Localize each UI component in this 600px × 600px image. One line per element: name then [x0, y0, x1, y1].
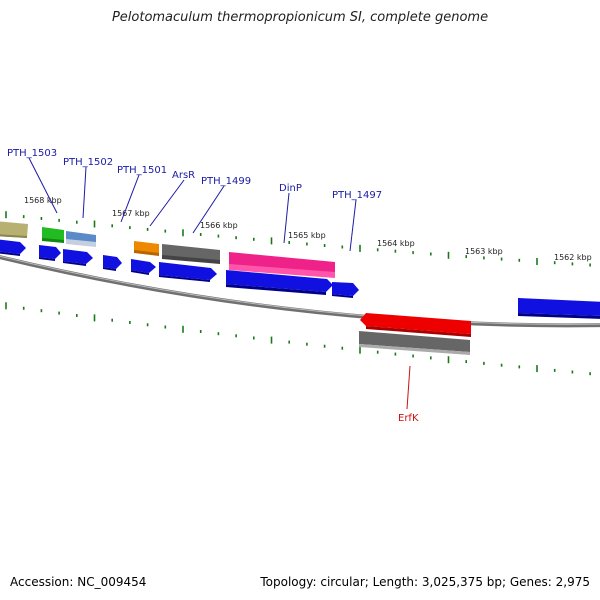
genome-backbone-highlight	[0, 255, 600, 325]
cds-arrow-4[interactable]	[103, 255, 122, 271]
cds-arrow-1[interactable]	[0, 239, 26, 256]
feature-olive[interactable]	[0, 221, 28, 238]
feature-gray[interactable]	[162, 244, 220, 264]
feature-orange[interactable]	[134, 241, 159, 256]
leader-pth1503	[28, 157, 58, 214]
cds-arrow-6[interactable]	[159, 262, 217, 282]
leader-arsr	[149, 179, 185, 227]
cds-arrow-8[interactable]	[332, 282, 359, 298]
feature-green[interactable]	[42, 227, 64, 243]
cds-arrow-5[interactable]	[131, 259, 156, 275]
scale-label-1564: 1564 kbp	[377, 239, 415, 248]
gene-label-arsr[interactable]: ArsR	[172, 170, 195, 181]
feature-red-erfk[interactable]	[360, 313, 471, 337]
gene-label-dinp[interactable]: DinP	[279, 183, 302, 194]
leader-pth1499	[192, 185, 225, 234]
feature-pink[interactable]	[229, 252, 335, 278]
scale-label-1562: 1562 kbp	[554, 253, 592, 262]
map-title: Pelotomaculum thermopropionicum SI, comp…	[111, 10, 489, 25]
leader-dinp	[283, 192, 290, 244]
leader-pth1501	[120, 174, 140, 223]
genome-backbone	[0, 255, 600, 328]
scale-label-1566: 1566 kbp	[200, 221, 238, 230]
scale-label-1567: 1567 kbp	[112, 209, 150, 218]
leader-erfk	[406, 365, 411, 410]
gene-label-pth1503[interactable]: PTH_1503	[7, 148, 57, 159]
accession-text: Accession: NC_009454	[10, 575, 147, 589]
scale-ticks-inner	[5, 302, 591, 376]
gene-label-pth1501[interactable]: PTH_1501	[117, 165, 167, 176]
cds-arrow-3[interactable]	[63, 249, 93, 266]
gene-label-pth1499[interactable]: PTH_1499	[201, 176, 251, 187]
feature-steelblue[interactable]	[66, 231, 96, 247]
leader-pth1497	[349, 199, 357, 252]
scale-ticks-outer	[5, 211, 591, 267]
scale-label-1568: 1568 kbp	[24, 196, 62, 205]
gene-label-pth1502[interactable]: PTH_1502	[63, 157, 113, 168]
scale-label-1565: 1565 kbp	[288, 231, 326, 240]
feature-gray-minus[interactable]	[359, 331, 470, 355]
leader-pth1502	[82, 166, 87, 219]
scale-label-1563: 1563 kbp	[465, 247, 503, 256]
gene-label-pth1497[interactable]: PTH_1497	[332, 190, 382, 201]
gene-label-erfk[interactable]: ErfK	[398, 413, 419, 424]
cds-arrow-2[interactable]	[39, 245, 61, 261]
cds-arrow-9[interactable]	[518, 298, 600, 319]
genome-summary-text: Topology: circular; Length: 3,025,375 bp…	[260, 575, 590, 589]
cds-arrow-7[interactable]	[226, 270, 333, 295]
